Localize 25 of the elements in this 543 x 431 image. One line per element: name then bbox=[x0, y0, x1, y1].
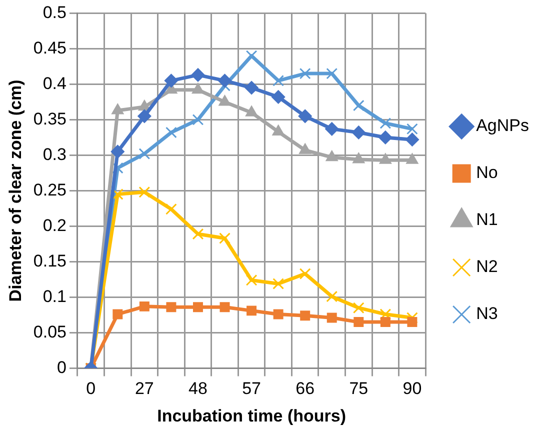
y-axis-title: Diameter of clear zone (cm) bbox=[6, 80, 25, 302]
legend-label: N3 bbox=[476, 304, 498, 324]
y-tick-label: 0.3 bbox=[42, 144, 66, 164]
y-tick-label: 0 bbox=[57, 358, 66, 377]
y-tick-label: 0.45 bbox=[33, 38, 66, 58]
y-tick-label: 0.2 bbox=[42, 216, 66, 235]
x-tick-label: 57 bbox=[242, 379, 261, 398]
legend-label: N2 bbox=[476, 257, 498, 276]
y-tick-label: 0.25 bbox=[33, 180, 66, 200]
x-tick-label: 48 bbox=[188, 379, 208, 398]
y-tick-label: 0.4 bbox=[42, 74, 66, 93]
legend-label: AgNPs bbox=[476, 116, 530, 136]
y-tick-label: 0.5 bbox=[42, 2, 66, 22]
legend-label: N1 bbox=[476, 210, 498, 230]
x-tick-label: 0 bbox=[86, 379, 96, 398]
y-tick-label: 0.1 bbox=[42, 286, 66, 306]
y-tick-label: 0.35 bbox=[33, 109, 66, 128]
y-tick-label: 0.05 bbox=[33, 322, 66, 342]
y-tick-label: 0.15 bbox=[33, 251, 66, 270]
x-tick-label: 66 bbox=[296, 379, 315, 398]
x-axis-title: Incubation time (hours) bbox=[157, 406, 346, 426]
legend-label: No bbox=[476, 163, 498, 182]
x-tick-label: 27 bbox=[134, 379, 154, 398]
x-tick-label: 75 bbox=[349, 379, 368, 398]
x-tick-label: 90 bbox=[402, 379, 422, 398]
